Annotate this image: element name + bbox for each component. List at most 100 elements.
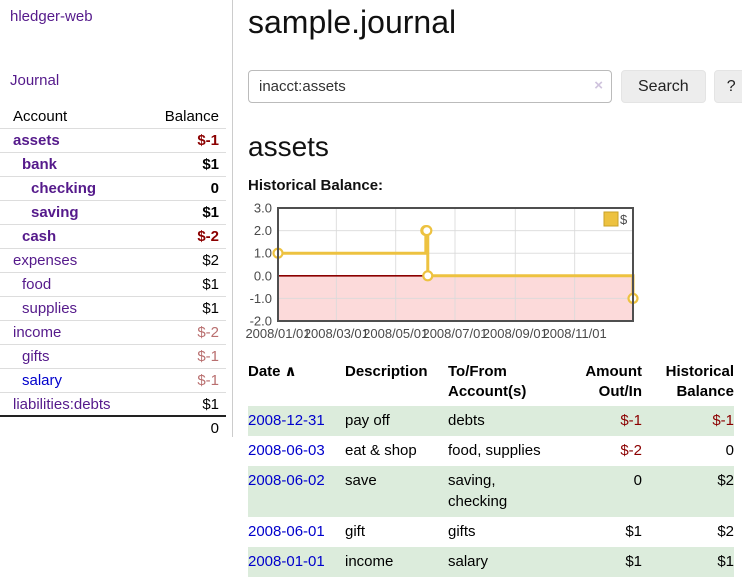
transaction-date-link[interactable]: 2008-12-31 (248, 412, 325, 429)
sidebar-account-balance: $-1 (145, 127, 226, 152)
transaction-amount: $1 (565, 547, 642, 577)
accounts-total-row: 0 (0, 415, 226, 439)
transaction-balance: 0 (725, 442, 734, 459)
transaction-balance: $2 (717, 523, 734, 540)
search-button[interactable]: Search (621, 70, 706, 103)
register-header-balance: Historical Balance (665, 363, 734, 400)
transaction-description: income (345, 547, 448, 577)
transaction-date-link[interactable]: 2008-01-01 (248, 553, 325, 570)
sidebar-account-balance: $-1 (145, 367, 226, 392)
sidebar-account-balance: $1 (145, 151, 226, 176)
register-row: 2008-06-02 save saving, checking 0 $2 (248, 466, 734, 517)
transaction-date-link[interactable]: 2008-06-01 (248, 523, 325, 540)
page-title: sample.journal (248, 4, 457, 40)
transaction-balance: $2 (642, 466, 734, 517)
sidebar-account-assets[interactable]: assets (13, 132, 60, 149)
sidebar-account-expenses[interactable]: expenses (13, 252, 78, 269)
sidebar-account-row: liabilities:debts $1 (0, 391, 226, 416)
app-title-link[interactable]: hledger-web (10, 8, 93, 25)
chart-border (277, 207, 634, 322)
transaction-description: pay off (345, 406, 448, 436)
sidebar-account-food[interactable]: food (22, 276, 52, 293)
help-button[interactable]: ? (713, 70, 742, 103)
register-table: Date ∧ Description To/From Account(s) Amo… (248, 360, 734, 577)
sidebar-account-row: gifts $-1 (0, 343, 226, 368)
accounts-header-balance: Balance (164, 107, 219, 125)
chart-title: Historical Balance: (248, 177, 384, 194)
sidebar-account-balance: $2 (145, 247, 226, 272)
transaction-accounts: salary (448, 553, 489, 570)
transaction-accounts: food, supplies (448, 442, 541, 459)
legend-label: $ (620, 212, 628, 227)
transaction-amount: 0 (565, 466, 642, 517)
sidebar-account-gifts[interactable]: gifts (22, 348, 50, 365)
sidebar-account-row: food $1 (0, 271, 226, 296)
sidebar-account-balance: $1 (145, 391, 226, 416)
chart-data-point (421, 224, 433, 237)
sidebar-account-row: salary $-1 (0, 367, 226, 392)
chart-data-point (422, 270, 434, 282)
register-row: 2008-06-01 gift gifts $1 $2 (248, 517, 734, 547)
search-form: × Search ? (248, 70, 742, 103)
register-row: 2008-06-03 eat & shop food, supplies $-2 0 (248, 436, 734, 466)
sidebar-account-checking[interactable]: checking (31, 180, 97, 197)
x-axis-tick-label: 2008/09/01 (483, 326, 548, 341)
x-axis-tick-label: 2008/05/01 (363, 326, 428, 341)
sidebar-item-journal[interactable]: Journal (10, 72, 60, 89)
legend-swatch (603, 211, 619, 227)
clear-search-icon[interactable]: × (594, 77, 603, 94)
x-axis-tick-label: 2008/07/01 (422, 326, 487, 341)
y-axis-tick-label: -1.0 (250, 291, 272, 306)
y-axis-tick-label: 3.0 (254, 201, 272, 216)
x-axis-tick-label: 2008/01/01 (245, 326, 310, 341)
sidebar-account-income[interactable]: income (13, 324, 62, 341)
y-axis-tick-label: 1.0 (254, 246, 272, 261)
register-header-description: Description (345, 363, 428, 380)
y-axis-tick-label: 2.0 (254, 223, 272, 238)
sidebar-account-supplies[interactable]: supplies (22, 300, 78, 317)
sidebar-account-row: bank $1 (0, 151, 226, 176)
transaction-date-link[interactable]: 2008-06-02 (248, 472, 325, 489)
register-header-date[interactable]: Date ∧ (248, 363, 297, 380)
transaction-description: gift (345, 523, 366, 540)
x-axis-tick-label: 2008/11/01 (543, 326, 607, 341)
search-input[interactable] (248, 70, 612, 103)
sidebar-account-row: cash $-2 (0, 223, 226, 248)
transaction-accounts: debts (448, 412, 485, 429)
sort-asc-icon: ∧ (284, 363, 297, 380)
accounts-header-account: Account (13, 107, 68, 125)
sidebar-account-row: checking 0 (0, 175, 226, 200)
register-header-amount: Amount Out/In (585, 363, 642, 400)
sidebar-account-balance: $-2 (145, 223, 226, 248)
sidebar-account-row: expenses $2 (0, 247, 226, 272)
transaction-description: save (345, 466, 448, 517)
sidebar-account-balance: $-2 (145, 319, 226, 344)
sidebar-account-bank[interactable]: bank (22, 156, 58, 173)
transaction-amount: $-1 (565, 406, 642, 436)
sidebar-account-saving[interactable]: saving (31, 204, 79, 221)
sidebar-account-row: supplies $1 (0, 295, 226, 320)
register-header-accounts: To/From Account(s) (448, 363, 527, 400)
register-row: 2008-01-01 income salary $1 $1 (248, 547, 734, 577)
transaction-balance: $-1 (642, 406, 734, 436)
accounts-table: Account Balance assets $-1 bank $1 checking 0… (0, 104, 226, 439)
x-axis-tick-label: 2008/03/01 (304, 326, 369, 341)
transaction-description: eat & shop (345, 442, 417, 459)
register-row: 2008-12-31 pay off debts $-1 $-1 (248, 406, 734, 436)
sidebar-account-balance: $1 (145, 199, 226, 224)
sidebar-account-balance: $1 (145, 271, 226, 296)
sidebar-account-cash[interactable]: cash (22, 228, 57, 245)
sidebar-account-row: assets $-1 (0, 127, 226, 152)
transaction-balance: $1 (642, 547, 734, 577)
transaction-date-link[interactable]: 2008-06-03 (248, 442, 325, 459)
sidebar-account-balance: 0 (145, 175, 226, 200)
account-heading: assets (248, 131, 329, 162)
sidebar-account-balance: $-1 (145, 343, 226, 368)
sidebar-account-balance: $1 (145, 295, 226, 320)
accounts-total-value: 0 (145, 415, 226, 439)
y-axis-tick-label: 0.0 (254, 268, 272, 283)
sidebar-account-salary[interactable]: salary (22, 372, 63, 389)
sidebar-account-liabilities-debts[interactable]: liabilities:debts (13, 395, 111, 413)
sidebar-account-row: saving $1 (0, 199, 226, 224)
